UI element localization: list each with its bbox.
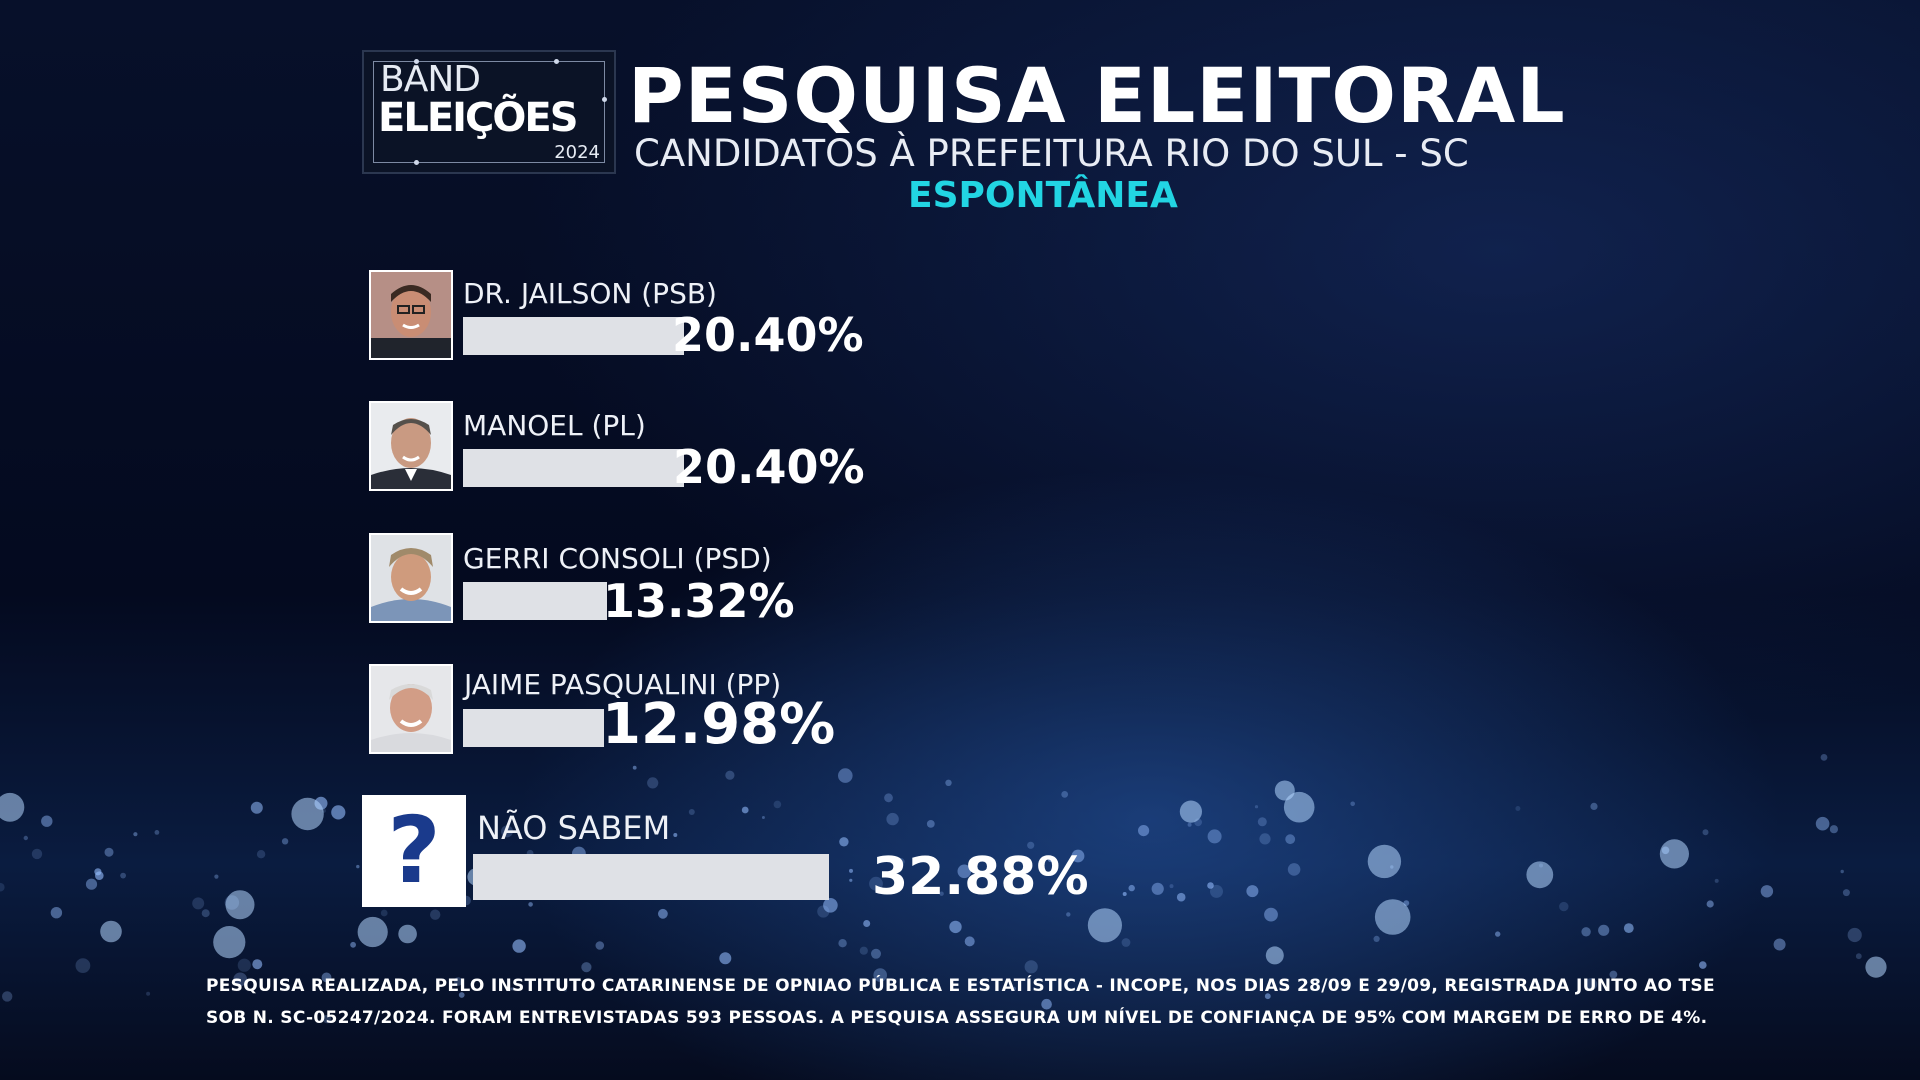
candidate-percentage: 12.98% <box>602 692 836 757</box>
candidate-percentage: 32.88% <box>872 847 1089 907</box>
question-mark-glyph: ? <box>387 797 441 904</box>
candidate-name: JAIME PASQUALINI (PP) <box>464 668 782 701</box>
survey-mode-label: ESPONTÂNEA <box>908 175 1178 216</box>
band-eleicoes-logo: BAND ELEIÇÕES 2024 <box>362 50 616 174</box>
logo-year-text: 2024 <box>554 142 600 163</box>
candidate-photo <box>369 270 453 360</box>
candidate-name: GERRI CONSOLI (PSD) <box>463 542 772 575</box>
logo-eleicoes-text: ELEIÇÕES <box>378 95 579 141</box>
question-mark-icon: ? <box>362 795 466 907</box>
footnote-line-2: SOB N. SC-05247/2024. FORAM ENTREVISTADA… <box>206 1008 1708 1028</box>
candidate-bar <box>463 317 684 355</box>
candidate-name: DR. JAILSON (PSB) <box>463 277 717 310</box>
candidate-bar <box>463 582 607 620</box>
candidate-name: NÃO SABEM <box>477 809 671 847</box>
candidate-photo <box>369 664 453 754</box>
survey-footnote: PESQUISA REALIZADA, PELO INSTITUTO CATAR… <box>206 970 1766 1034</box>
candidate-photo <box>369 533 453 623</box>
page-title: PESQUISA ELEITORAL <box>628 51 1566 140</box>
candidate-bar <box>463 709 604 747</box>
candidate-percentage: 13.32% <box>603 574 795 628</box>
candidate-bar <box>463 449 684 487</box>
candidate-photo <box>369 401 453 491</box>
logo-band-text: BAND <box>380 59 481 100</box>
candidate-bar <box>473 854 829 900</box>
candidate-name: MANOEL (PL) <box>463 409 646 442</box>
candidate-percentage: 20.40% <box>672 308 864 362</box>
candidate-percentage: 20.40% <box>673 440 865 494</box>
footnote-line-1: PESQUISA REALIZADA, PELO INSTITUTO CATAR… <box>206 976 1715 996</box>
page-subtitle: CANDIDATOS À PREFEITURA RIO DO SUL - SC <box>634 132 1469 175</box>
